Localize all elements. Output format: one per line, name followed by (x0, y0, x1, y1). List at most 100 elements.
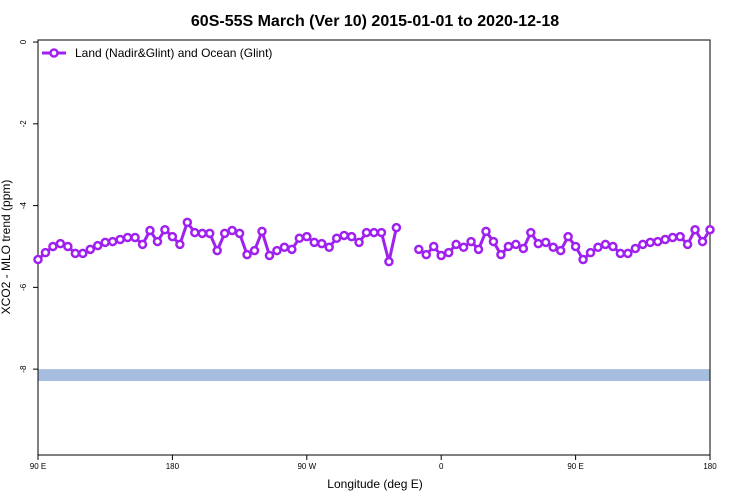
point (451, 239, 461, 250)
point (167, 231, 178, 242)
point (100, 237, 110, 248)
point (682, 239, 693, 250)
point (316, 238, 327, 249)
reference-band (38, 369, 710, 381)
point (511, 239, 521, 250)
point (570, 241, 581, 252)
point (361, 227, 372, 238)
y-tick-label: -6 (19, 283, 28, 291)
point (526, 227, 536, 238)
point (481, 226, 491, 237)
point (302, 231, 312, 242)
y-tick-label: 0 (19, 39, 28, 44)
point (518, 243, 529, 254)
point (212, 245, 222, 256)
point (242, 249, 252, 260)
point (615, 248, 626, 259)
point (33, 254, 43, 265)
point (608, 241, 618, 252)
point (428, 241, 439, 252)
point (279, 242, 290, 253)
point (414, 244, 424, 255)
point (137, 239, 148, 250)
point (630, 243, 641, 254)
point (272, 245, 282, 256)
x-axis-label: Longitude (deg E) (327, 477, 422, 491)
plot-frame (37, 39, 711, 456)
y-tick-label: -4 (19, 201, 28, 209)
point (175, 239, 185, 250)
point (346, 231, 357, 242)
point (324, 242, 334, 253)
point (436, 250, 446, 261)
point (667, 232, 678, 243)
point (92, 240, 103, 251)
point (369, 227, 379, 238)
point (421, 249, 432, 260)
legend-marker (49, 48, 59, 58)
point (690, 224, 700, 235)
point (70, 248, 81, 259)
point (376, 227, 387, 238)
point (182, 217, 193, 228)
x-tick-label: 90 W (297, 462, 316, 471)
point (503, 241, 514, 252)
legend-label: Land (Nadir&Glint) and Ocean (Glint) (75, 46, 272, 60)
point (115, 234, 125, 245)
point (257, 226, 267, 237)
point (660, 234, 670, 245)
point (55, 238, 66, 249)
point (466, 236, 476, 247)
point (675, 231, 685, 242)
point (645, 237, 656, 248)
point (85, 244, 96, 255)
point (496, 249, 506, 260)
point (354, 237, 364, 248)
point (384, 256, 394, 267)
point (391, 222, 402, 233)
point (339, 230, 349, 241)
point (309, 237, 320, 248)
point (563, 231, 573, 242)
point (249, 245, 260, 256)
point (190, 227, 200, 238)
x-tick-label: 180 (166, 462, 180, 471)
point (652, 236, 663, 247)
point (540, 237, 551, 248)
point (78, 248, 88, 259)
point (488, 236, 499, 247)
point (40, 247, 51, 258)
point (130, 232, 140, 243)
y-tick-label: -2 (19, 120, 28, 128)
x-tick-label: 0 (439, 462, 444, 471)
point (160, 224, 170, 235)
point (107, 236, 118, 247)
point (294, 233, 305, 244)
point (578, 254, 588, 265)
y-axis-label: XCO2 - MLO trend (ppm) (0, 180, 13, 315)
point (204, 228, 215, 239)
point (145, 225, 155, 236)
point (152, 236, 163, 247)
point (331, 233, 342, 244)
point (638, 239, 648, 250)
point (63, 241, 73, 252)
point (600, 239, 611, 250)
x-tick-label: 90 E (567, 462, 583, 471)
point (705, 224, 715, 235)
point (219, 228, 230, 239)
point (533, 238, 544, 249)
point (227, 225, 237, 236)
point (593, 242, 603, 253)
point (697, 236, 708, 247)
y-tick-label: -8 (19, 365, 28, 373)
point (287, 244, 297, 255)
point (234, 228, 245, 239)
point (458, 242, 469, 253)
point (473, 244, 484, 255)
point (48, 241, 58, 252)
point (443, 247, 454, 258)
point (264, 250, 275, 261)
point (623, 248, 633, 259)
